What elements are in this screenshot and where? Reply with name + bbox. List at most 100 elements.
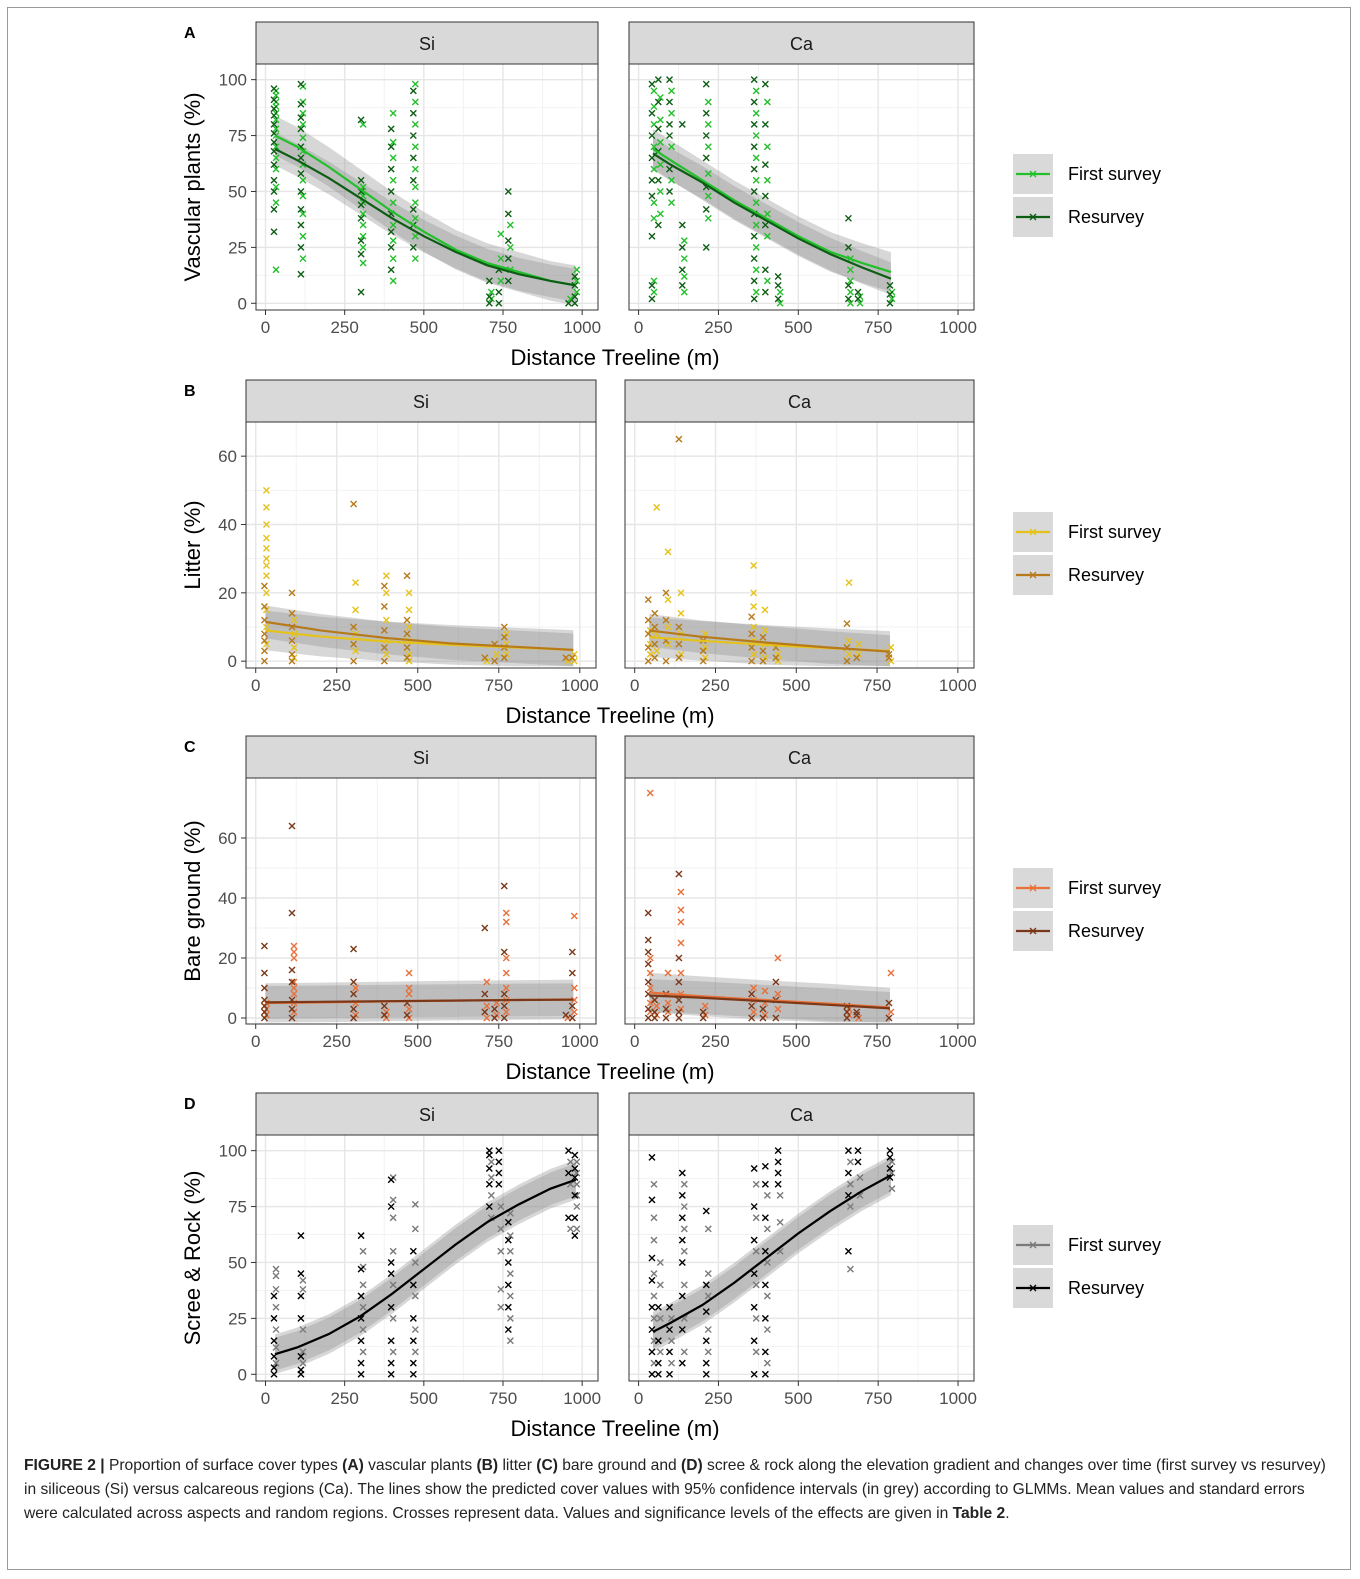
data-point-first-survey	[656, 1281, 664, 1289]
data-point-resurvey	[297, 1352, 305, 1360]
data-point-resurvey	[675, 996, 683, 1004]
data-point-resurvey	[761, 221, 769, 229]
data-point-resurvey	[678, 1214, 686, 1222]
data-point-resurvey	[481, 990, 489, 998]
data-point-resurvey	[297, 221, 305, 229]
data-point-first-survey	[750, 623, 758, 631]
caption-label: FIGURE 2 |	[24, 1457, 105, 1474]
data-point-resurvey	[357, 214, 365, 222]
data-point-resurvey	[750, 295, 758, 303]
fit-line-first-survey	[652, 148, 892, 274]
data-point-first-survey	[411, 183, 419, 191]
data-point-first-survey	[704, 170, 712, 178]
data-point-resurvey	[260, 603, 268, 610]
x-axis-title: Distance Treeline (m)	[505, 1059, 714, 1084]
data-point-resurvey	[644, 936, 652, 944]
data-point-resurvey	[288, 966, 296, 974]
data-point-resurvey	[702, 1281, 710, 1289]
legend-label: Resurvey	[1068, 921, 1144, 941]
data-point-resurvey	[844, 1147, 852, 1155]
data-point-resurvey	[651, 609, 659, 617]
data-point-resurvey	[504, 210, 512, 218]
data-point-first-survey	[763, 98, 771, 106]
data-point-resurvey	[761, 1370, 769, 1378]
legend-key-cross	[1029, 213, 1037, 221]
data-point-first-survey	[497, 1247, 505, 1255]
data-point-resurvey	[350, 640, 358, 648]
data-point-first-survey	[272, 199, 280, 207]
data-point-resurvey	[357, 1232, 365, 1240]
data-point-first-survey	[570, 984, 578, 992]
legend-label: Resurvey	[1068, 565, 1144, 585]
data-point-first-survey	[704, 1348, 712, 1356]
x-tick-label: 0	[261, 1389, 270, 1408]
caption-table-ref: Table 2	[952, 1505, 1006, 1522]
data-point-resurvey	[886, 1147, 894, 1155]
data-point-first-survey	[656, 138, 664, 146]
confidence-ribbon	[265, 610, 574, 667]
data-point-resurvey	[761, 1348, 769, 1356]
data-point-resurvey	[409, 176, 417, 184]
data-point-first-survey	[382, 650, 390, 658]
data-point-first-survey	[763, 143, 771, 151]
data-point-first-survey	[290, 984, 298, 992]
data-point-first-survey	[677, 589, 685, 597]
data-point-first-survey	[389, 237, 397, 245]
data-point-resurvey	[750, 98, 758, 106]
data-point-resurvey	[761, 120, 769, 128]
data-point-resurvey	[500, 654, 508, 662]
data-point-resurvey	[495, 1169, 503, 1177]
data-point-first-survey	[664, 596, 672, 604]
facet-strip	[624, 735, 975, 779]
data-point-first-survey	[845, 650, 853, 658]
x-tick-label: 500	[784, 318, 812, 337]
data-point-first-survey	[761, 626, 769, 634]
facet-strip	[245, 735, 597, 779]
data-point-first-survey	[704, 98, 712, 106]
data-point-first-survey	[656, 187, 664, 195]
data-point-first-survey	[506, 243, 514, 251]
data-point-first-survey	[272, 1272, 280, 1280]
data-point-resurvey	[500, 623, 508, 631]
data-point-resurvey	[666, 1348, 674, 1356]
data-point-first-survey	[567, 1225, 574, 1233]
data-point-first-survey	[502, 1008, 510, 1016]
data-point-first-survey	[656, 1314, 664, 1322]
data-point-first-survey	[262, 1005, 270, 1013]
legend-key-cross	[1029, 571, 1037, 579]
data-point-first-survey	[359, 1303, 367, 1311]
data-point-resurvey	[571, 1191, 579, 1199]
data-point-first-survey	[382, 572, 390, 580]
y-tick-label: 100	[219, 1142, 247, 1161]
facet-Ca: Ca 0 250 500 750 1000	[624, 379, 977, 695]
data-point-resurvey	[504, 1236, 512, 1244]
x-tick-label: 1000	[939, 1389, 977, 1408]
y-tick-label: 75	[228, 127, 247, 146]
data-point-first-survey	[382, 616, 390, 624]
y-tick-label: 60	[218, 447, 237, 466]
data-point-resurvey	[666, 1303, 674, 1311]
x-axis-title: Distance Treeline (m)	[505, 703, 714, 728]
data-point-resurvey	[662, 616, 670, 624]
data-point-resurvey	[297, 243, 305, 251]
data-point-resurvey	[288, 589, 296, 597]
data-point-resurvey	[500, 948, 508, 956]
x-tick-label: 250	[701, 676, 729, 695]
data-point-first-survey	[680, 1247, 688, 1255]
data-point-resurvey	[699, 657, 707, 665]
data-point-first-survey	[506, 1270, 514, 1278]
data-point-resurvey	[387, 1176, 395, 1184]
legend: First survey Resurvey	[1013, 868, 1161, 951]
data-point-resurvey	[774, 281, 782, 289]
data-point-first-survey	[570, 650, 578, 658]
data-point-first-survey	[299, 255, 307, 263]
x-tick-label: 500	[782, 1032, 810, 1051]
data-point-first-survey	[855, 640, 863, 648]
data-point-first-survey	[668, 199, 676, 207]
data-point-resurvey	[350, 623, 358, 631]
data-point-first-survey	[704, 120, 712, 128]
data-point-first-survey	[389, 176, 397, 184]
facet-strip-label: Ca	[790, 34, 814, 54]
fit-line-resurvey	[652, 1174, 892, 1333]
